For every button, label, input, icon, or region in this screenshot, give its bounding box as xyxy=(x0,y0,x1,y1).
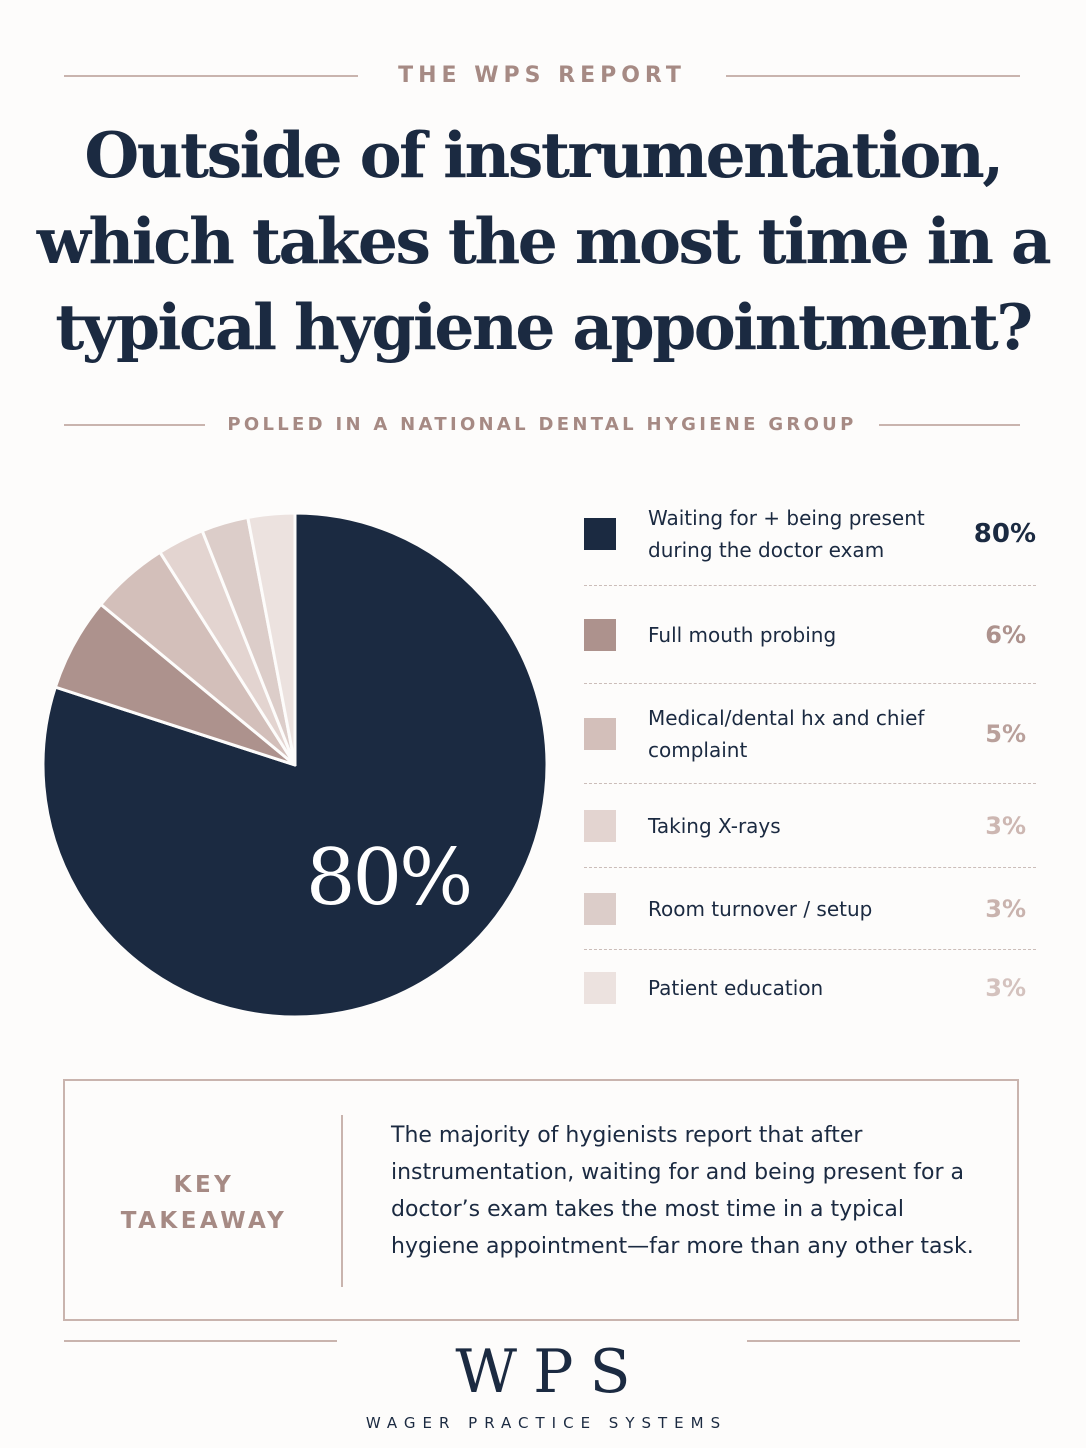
chart-legend: Waiting for + being present during the d… xyxy=(584,486,1036,1026)
brand-rule-left xyxy=(64,1340,337,1342)
chart-subtitle: POLLED IN A NATIONAL DENTAL HYGIENE GROU… xyxy=(227,414,857,435)
legend-swatch xyxy=(584,718,616,750)
legend-swatch xyxy=(584,518,616,550)
legend-label: Room turnover / setup xyxy=(648,897,873,921)
legend-swatch xyxy=(584,893,616,925)
legend-label: Patient education xyxy=(648,976,824,1000)
legend-label: Full mouth probing xyxy=(648,623,837,647)
pie-center-label: 80% xyxy=(306,833,470,923)
key-takeaway-divider xyxy=(341,1115,343,1287)
legend-swatch xyxy=(584,810,616,842)
legend-label: Waiting for + being present during the d… xyxy=(648,506,925,562)
chart-title: Outside of instrumentation, which takes … xyxy=(36,118,1052,364)
header-rule-right xyxy=(725,74,1021,77)
key-takeaway-text: The majority of hygienists report that a… xyxy=(391,1123,974,1259)
brand-rule-right xyxy=(747,1340,1020,1342)
legend-item: Medical/dental hx and chief complaint 5% xyxy=(584,684,1036,784)
report-kicker: THE WPS REPORT xyxy=(398,63,686,88)
legend-value: 80% xyxy=(973,519,1036,549)
subtitle-row: POLLED IN A NATIONAL DENTAL HYGIENE GROU… xyxy=(64,414,1021,435)
legend-item: Taking X-rays 3% xyxy=(584,784,1036,868)
legend-swatch xyxy=(584,619,616,651)
legend-value: 5% xyxy=(985,720,1026,748)
legend-item: Patient education 3% xyxy=(584,950,1036,1026)
header-kicker-row: THE WPS REPORT xyxy=(64,63,1021,88)
wps-logo: WPS xyxy=(455,1337,647,1407)
pie-chart: 80% xyxy=(41,511,549,1019)
key-takeaway-label: KEY TAKEAWAY xyxy=(120,1172,288,1234)
subtitle-rule-left xyxy=(64,423,206,426)
key-takeaway-box: KEY TAKEAWAY The majority of hygienists … xyxy=(63,1079,1019,1321)
legend-item: Full mouth probing 6% xyxy=(584,586,1036,684)
header-rule-left xyxy=(64,74,359,77)
legend-label: Medical/dental hx and chief complaint xyxy=(648,706,925,762)
legend-label: Taking X-rays xyxy=(648,814,781,838)
subtitle-rule-right xyxy=(878,423,1021,426)
brand-name: WAGER PRACTICE SYSTEMS xyxy=(365,1414,728,1432)
legend-value: 6% xyxy=(985,621,1026,649)
legend-value: 3% xyxy=(985,812,1026,840)
legend-value: 3% xyxy=(985,974,1026,1002)
legend-value: 3% xyxy=(985,895,1026,923)
legend-swatch xyxy=(584,972,616,1004)
legend-item: Waiting for + being present during the d… xyxy=(584,486,1036,586)
pie-slice-6 xyxy=(246,511,297,767)
brand-rule-row xyxy=(64,1340,1020,1342)
legend-item: Room turnover / setup 3% xyxy=(584,868,1036,950)
